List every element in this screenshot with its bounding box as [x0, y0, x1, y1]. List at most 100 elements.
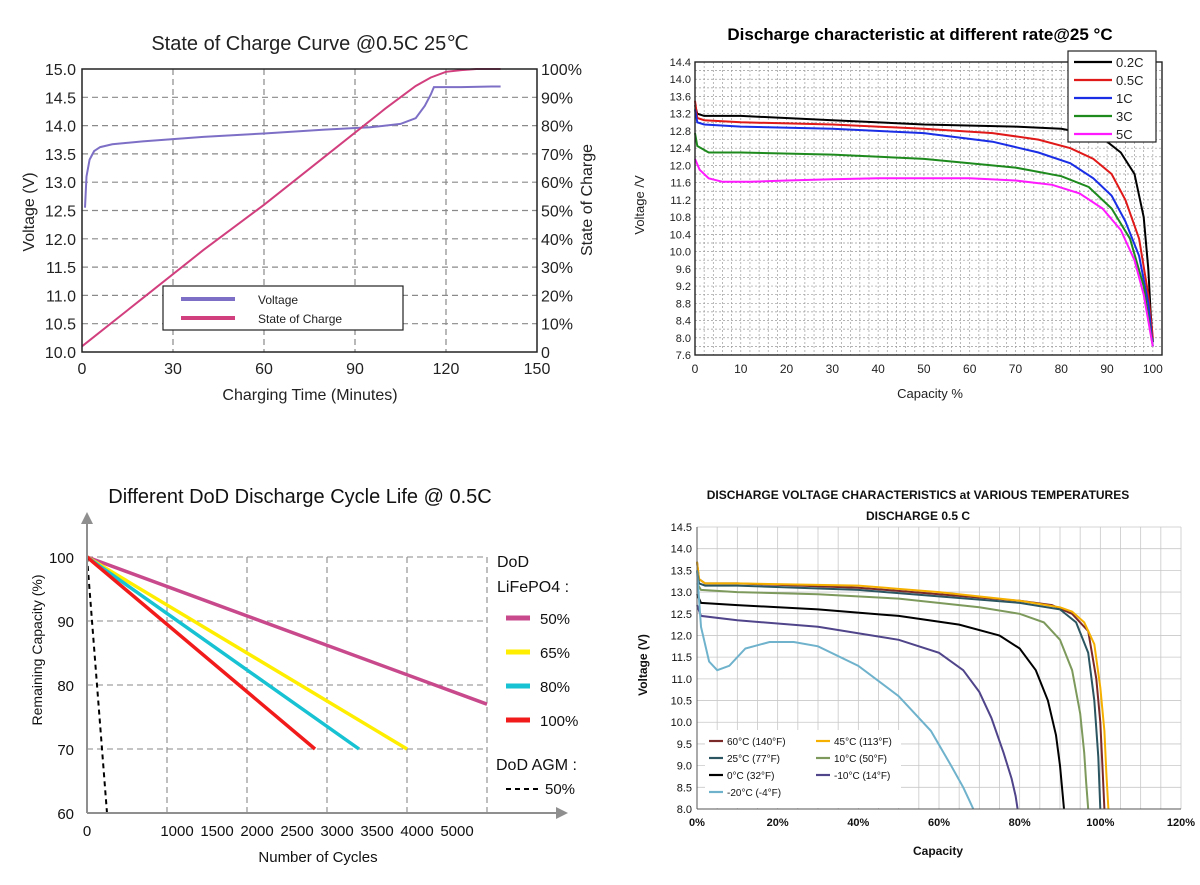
y-tick-label: 90: [57, 614, 74, 631]
discharge-rate-chart: Discharge characteristic at different ra…: [632, 25, 1163, 401]
y-tick-label: 8.0: [677, 804, 692, 816]
x-tick-label: 50: [917, 362, 931, 376]
y2-tick-label: 90%: [541, 90, 573, 107]
x-tick-label: 0%: [689, 817, 705, 829]
y-tick-label: 12.0: [45, 232, 76, 249]
y2-tick-label: 20%: [541, 288, 573, 305]
y2-tick-label: 80%: [541, 119, 573, 136]
y-tick-label: 14.5: [671, 522, 692, 534]
y-tick-label: 12.5: [671, 609, 692, 621]
y-tick-label: 60: [57, 806, 74, 823]
y-tick-label: 9.0: [677, 761, 692, 773]
temperature-panel: DISCHARGE VOLTAGE CHARACTERISTICS at VAR…: [620, 440, 1200, 880]
x-tick-label: 4000: [400, 823, 433, 840]
y-tick-label: 10.8: [670, 212, 691, 224]
y-tick-label: 12.8: [670, 126, 691, 138]
legend-label: State of Charge: [258, 312, 342, 326]
y-tick-label: 13.5: [671, 565, 692, 577]
discharge-rate-panel: Discharge characteristic at different ra…: [620, 0, 1200, 420]
legend-label: 0°C (32°F): [727, 771, 774, 782]
y-tick-label: 14.4: [670, 57, 691, 69]
legend-box: [162, 285, 404, 331]
y-axis-arrow: [81, 512, 93, 524]
y-tick-label: 80: [57, 678, 74, 695]
y-tick-label: 10.5: [671, 696, 692, 708]
legend-label: 10°C (50°F): [834, 754, 887, 765]
series-line: [694, 132, 1154, 347]
legend-label: 1C: [1116, 91, 1133, 106]
y-tick-label: 11.0: [671, 674, 692, 686]
y-tick-label: 10.0: [671, 717, 692, 729]
x-tick-label: 0: [78, 361, 87, 378]
legend-label: 60°C (140°F): [727, 737, 786, 748]
y2-tick-label: 30%: [541, 260, 573, 277]
x-tick-label: 40: [871, 362, 885, 376]
x-tick-label: 70: [1009, 362, 1023, 376]
legend-label: -20°C (-4°F): [727, 788, 781, 799]
soc-curve-chart: State of Charge Curve @0.5C 25℃ 0 30 60 90 1…: [21, 33, 596, 404]
x-tick-label: 2000: [240, 823, 273, 840]
series-line: [696, 561, 1110, 810]
y-tick-label: 11.5: [671, 652, 692, 664]
y2-tick-label: 70%: [541, 147, 573, 164]
x-axis-label: Capacity %: [897, 386, 963, 401]
y2-tick-label: 100%: [541, 62, 582, 79]
plot-frame: [694, 61, 1163, 356]
x-tick-label: 80: [1055, 362, 1069, 376]
x-tick-label: 120: [433, 361, 460, 378]
y-tick-label: 8.8: [676, 298, 691, 310]
y-tick-label: 13.0: [671, 587, 692, 599]
y-tick-label: 10.4: [670, 229, 691, 241]
series-line: [696, 570, 975, 810]
temperature-chart: DISCHARGE VOLTAGE CHARACTERISTICS at VAR…: [636, 488, 1195, 858]
series-line: [86, 555, 408, 751]
legend-label: 50%: [545, 781, 575, 798]
y-tick-label: 8.4: [676, 316, 691, 328]
y2-tick-label: 60%: [541, 175, 573, 192]
x-tick-label: 100%: [1086, 817, 1114, 829]
y-axis-label: Voltage (V): [636, 634, 650, 696]
legend-title: DoD: [497, 554, 529, 571]
x-tick-label: 60: [963, 362, 977, 376]
x-tick-label: 2500: [280, 823, 313, 840]
series-line: [86, 556, 108, 814]
y-tick-label: 11.2: [670, 195, 691, 207]
y-tick-label: 14.0: [670, 74, 691, 86]
series-line: [696, 604, 1019, 810]
y-tick-label: 100: [49, 550, 74, 567]
x-tick-label: 20%: [767, 817, 789, 829]
legend-label: 45°C (113°F): [834, 737, 892, 748]
y-axis-label: Voltage /V: [632, 175, 647, 235]
y-tick-label: 12.4: [670, 143, 691, 155]
series-line: [696, 570, 1102, 810]
y-tick-label: 14.0: [671, 544, 692, 556]
x-tick-label: 30: [826, 362, 840, 376]
series-line: [81, 68, 501, 348]
legend-label: 5C: [1116, 127, 1133, 142]
plot-frame: [81, 68, 538, 353]
y-tick-label: 14.5: [45, 90, 76, 107]
legend-subtitle: LiFePO4 :: [497, 579, 569, 596]
x-axis-label: Number of Cycles: [258, 849, 377, 866]
x-tick-label: 100: [1143, 362, 1163, 376]
legend-label: 25°C (77°F): [727, 754, 780, 765]
legend-label: 0.5C: [1116, 73, 1143, 88]
y-tick-label: 13.6: [670, 91, 691, 103]
soc-curve-panel: State of Charge Curve @0.5C 25℃ 0 30 60 90 1…: [0, 0, 600, 420]
dod-cycle-chart: Different DoD Discharge Cycle Life @ 0.5…: [29, 486, 578, 866]
x-tick-label: 1500: [200, 823, 233, 840]
y-tick-label: 12.5: [45, 204, 76, 221]
x-tick-label: 80%: [1009, 817, 1031, 829]
legend-label: -10°C (14°F): [834, 771, 890, 782]
chart-title: Different DoD Discharge Cycle Life @ 0.5…: [108, 486, 491, 508]
y2-axis-label: State of Charge: [579, 144, 596, 256]
series-line: [86, 555, 488, 706]
chart-title: Discharge characteristic at different ra…: [727, 25, 1112, 44]
legend-label: 100%: [540, 713, 578, 730]
y-tick-label: 9.2: [676, 281, 691, 293]
legend-label: 80%: [540, 679, 570, 696]
legend-label: 3C: [1116, 109, 1133, 124]
x-tick-label: 3500: [360, 823, 393, 840]
series-line: [696, 593, 1065, 810]
chart-title: State of Charge Curve @0.5C 25℃: [151, 33, 468, 55]
